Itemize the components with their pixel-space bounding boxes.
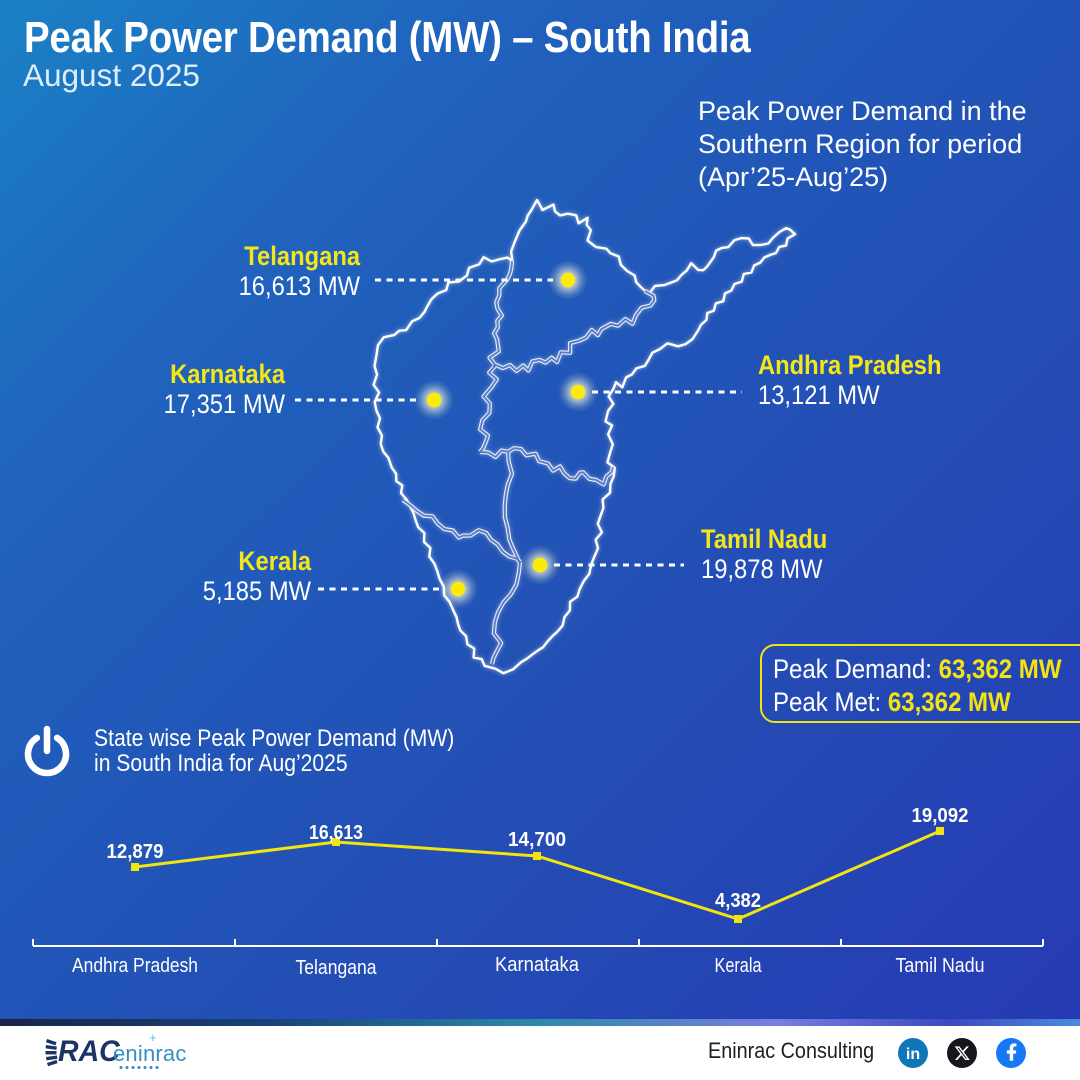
- svg-text:Karnataka: Karnataka: [495, 954, 580, 976]
- svg-text:14,700: 14,700: [508, 829, 566, 851]
- svg-text:Kerala: Kerala: [715, 955, 763, 977]
- svg-text:in: in: [906, 1046, 920, 1063]
- svg-text:+: +: [149, 1030, 157, 1045]
- svg-text:RAC: RAC: [58, 1035, 121, 1068]
- svg-text:Andhra Pradesh: Andhra Pradesh: [72, 955, 198, 977]
- svg-text:19,092: 19,092: [912, 805, 969, 827]
- svg-text:eninrac: eninrac: [113, 1041, 187, 1066]
- svg-text:Tamil Nadu: Tamil Nadu: [896, 955, 985, 977]
- svg-text:12,879: 12,879: [107, 841, 164, 863]
- svg-text:Telangana: Telangana: [296, 957, 378, 979]
- svg-text:4,382: 4,382: [715, 890, 761, 912]
- svg-text:16,613: 16,613: [309, 822, 363, 844]
